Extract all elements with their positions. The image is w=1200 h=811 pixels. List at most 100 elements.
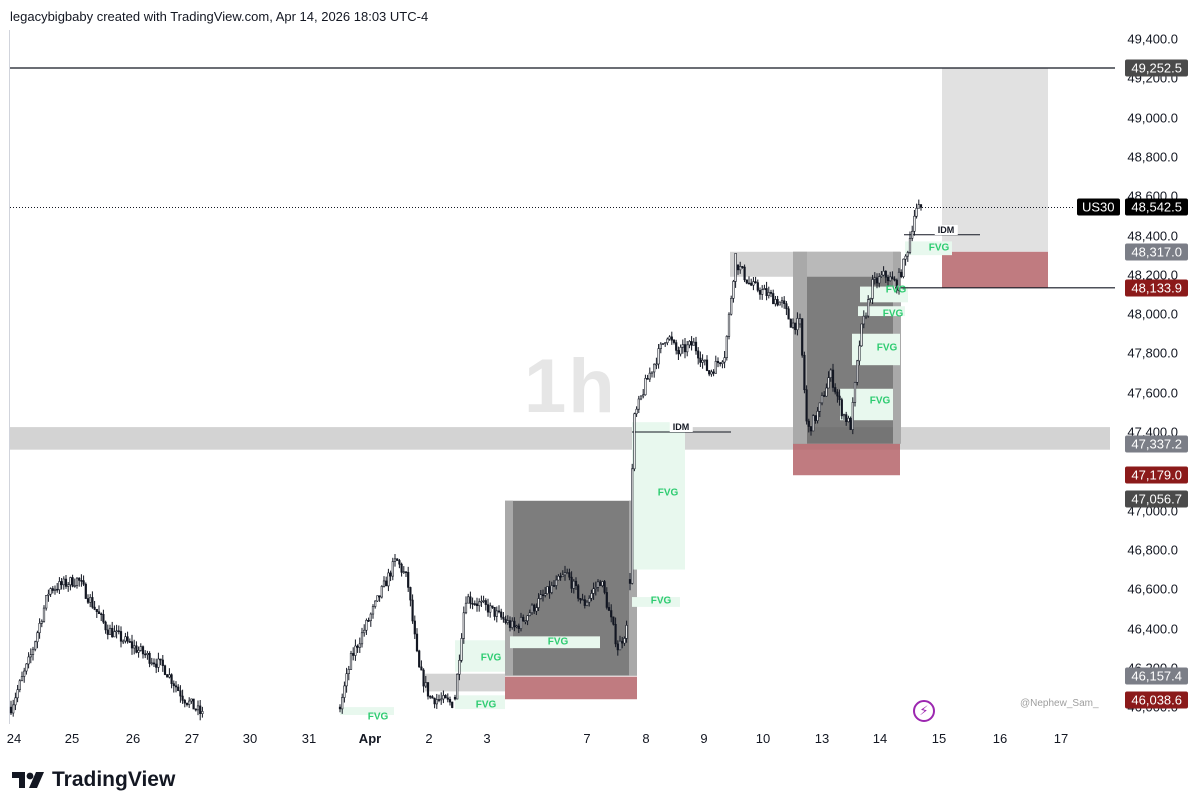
- candle-body: [522, 616, 525, 622]
- candle-body: [568, 572, 571, 578]
- candle-body: [635, 408, 638, 415]
- candle-body: [758, 290, 762, 295]
- candle-body: [190, 698, 193, 702]
- price-tick-label: 49,000.0: [1127, 110, 1178, 126]
- candle-body: [435, 699, 438, 705]
- candle-body: [594, 587, 597, 590]
- candle-body: [820, 395, 824, 404]
- candle-body: [391, 561, 394, 577]
- candle-body: [681, 344, 684, 348]
- candle-body: [535, 607, 538, 612]
- candle-body: [794, 322, 797, 331]
- candle-body: [688, 341, 691, 346]
- fvg-label: FVG: [882, 308, 904, 320]
- candle-body: [338, 706, 342, 710]
- tradingview-logo[interactable]: TradingView: [12, 768, 175, 792]
- candle-body: [919, 204, 923, 208]
- candle-body: [701, 359, 704, 363]
- candle-body: [526, 615, 529, 622]
- zone-edge: [793, 251, 807, 444]
- candle-body: [908, 237, 912, 253]
- candle-body: [349, 653, 353, 670]
- candle-body: [692, 341, 695, 346]
- candle-body: [889, 276, 892, 282]
- candle-body: [864, 315, 868, 318]
- candle-body: [363, 629, 366, 634]
- candle-body: [448, 699, 452, 703]
- candle-body: [440, 698, 443, 701]
- tradingview-logo-icon: [12, 772, 44, 788]
- candle-body: [56, 588, 59, 591]
- fvg-label: FVG: [480, 652, 502, 664]
- candle-body: [783, 300, 786, 305]
- candle-body: [460, 638, 463, 661]
- candle-body: [341, 697, 344, 710]
- candle-body: [111, 627, 114, 638]
- candle-body: [420, 666, 423, 671]
- price-tag-gray: 48,317.0: [1125, 243, 1188, 261]
- candle-body: [690, 341, 693, 346]
- candle-body: [122, 640, 125, 643]
- candle-body: [601, 581, 604, 586]
- candle-body: [659, 343, 662, 349]
- fvg-label: FVG: [928, 242, 950, 254]
- candle-body: [179, 690, 182, 697]
- fvg-zone: [510, 636, 600, 649]
- candle-body: [489, 605, 492, 613]
- candle-body: [422, 669, 425, 687]
- candle-body: [603, 581, 606, 593]
- candle-body: [666, 338, 669, 343]
- candle-body: [710, 371, 713, 375]
- candle-body: [365, 620, 368, 631]
- candle-body: [47, 593, 50, 596]
- candle-body: [561, 574, 564, 577]
- candle-body: [141, 646, 145, 655]
- candle-body: [53, 588, 57, 591]
- candle-body: [750, 282, 753, 286]
- candle-body: [451, 701, 454, 708]
- fvg-label: FVG: [885, 284, 907, 296]
- author-signature: @Nephew_Sam_: [1020, 698, 1099, 709]
- candle-body: [618, 640, 622, 651]
- candle-body: [519, 616, 523, 630]
- time-tick-label: 25: [64, 731, 80, 746]
- time-tick-label: 13: [814, 731, 830, 746]
- candle-body: [345, 673, 348, 687]
- candle-body: [62, 578, 65, 586]
- candle-body: [672, 339, 676, 343]
- candle-body: [812, 415, 815, 432]
- candle-body: [897, 271, 901, 291]
- candle-body: [493, 607, 496, 617]
- candle-body: [431, 696, 434, 699]
- candle-body: [144, 653, 147, 656]
- time-tick-label: 24: [6, 731, 22, 746]
- candle-body: [358, 643, 361, 648]
- price-tick-label: 48,800.0: [1127, 149, 1178, 165]
- candle-body: [875, 277, 879, 284]
- time-tick-label: 2: [425, 731, 433, 746]
- candle-body: [736, 264, 740, 271]
- candle-body: [816, 410, 819, 421]
- candle-body: [124, 636, 127, 642]
- candle-body: [137, 650, 140, 653]
- candle-body: [467, 596, 470, 604]
- candle-body: [847, 417, 850, 422]
- candle-body: [524, 620, 527, 623]
- price-tag-gray: 47,337.2: [1125, 435, 1188, 453]
- candle-body: [530, 604, 534, 614]
- candle-body: [814, 415, 817, 421]
- candle-body: [40, 620, 43, 624]
- candle-body: [712, 371, 715, 374]
- candle-body: [807, 420, 810, 427]
- fvg-label: FVG: [876, 342, 898, 354]
- candle-body: [135, 645, 138, 653]
- candle-body: [31, 648, 35, 655]
- candle-body: [473, 603, 476, 605]
- candle-body: [570, 576, 573, 589]
- candle-body: [117, 630, 120, 633]
- price-tag-dark: 49,252.5: [1125, 59, 1188, 77]
- lightning-icon[interactable]: ⚡: [913, 700, 935, 722]
- candle-body: [453, 696, 457, 700]
- candle-body: [745, 279, 748, 284]
